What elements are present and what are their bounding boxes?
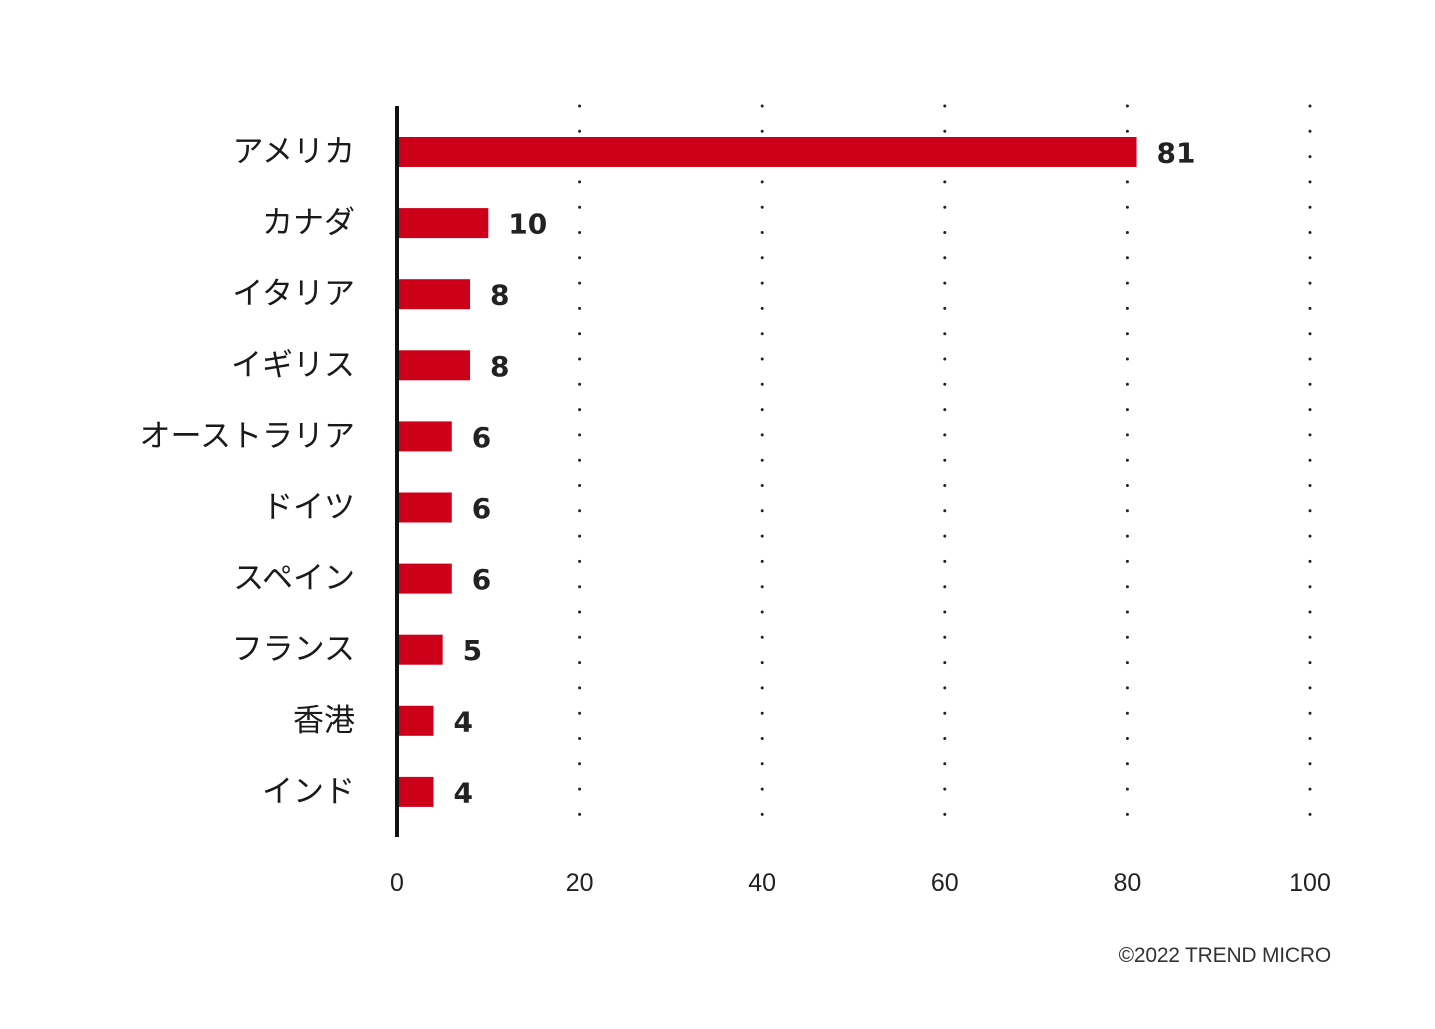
category-label-1: カナダ: [262, 205, 355, 241]
data-label-9: 4: [454, 776, 473, 809]
x-tick-label-100: 100: [1289, 869, 1331, 897]
category-label-2: イタリア: [232, 276, 355, 312]
data-label-4: 6: [472, 421, 491, 454]
bar-7: [397, 634, 443, 665]
x-tick-label-80: 80: [1113, 869, 1141, 897]
data-label-3: 8: [490, 350, 509, 383]
bar-9: [397, 776, 434, 807]
category-label-9: インド: [262, 774, 355, 810]
bar-6: [397, 563, 452, 594]
category-label-7: フランス: [232, 632, 355, 668]
category-label-4: オーストラリア: [140, 418, 355, 454]
gridlines: [578, 104, 1312, 839]
category-label-6: スペイン: [233, 561, 355, 597]
bar-8: [397, 705, 434, 736]
category-label-3: イギリス: [231, 347, 355, 383]
bar-5: [397, 492, 452, 523]
copyright-notice: ©2022 TREND MICRO: [1118, 944, 1332, 967]
data-label-0: 81: [1157, 137, 1196, 170]
bars: [397, 137, 1137, 807]
x-tick-label-40: 40: [748, 869, 776, 897]
data-labels: 81 10 8 8 6 6 6 5 4 4: [454, 137, 1196, 810]
bar-0: [397, 137, 1137, 167]
x-tick-label-20: 20: [566, 869, 594, 897]
category-label-8: 香港: [293, 703, 355, 739]
bar-3: [397, 350, 471, 381]
x-tick-label-0: 0: [390, 869, 404, 897]
data-label-2: 8: [490, 279, 509, 312]
data-label-7: 5: [463, 634, 482, 667]
category-label-5: ドイツ: [262, 490, 355, 526]
data-label-1: 10: [508, 208, 547, 241]
bar-1: [397, 208, 489, 239]
data-label-8: 4: [454, 705, 473, 738]
data-label-5: 6: [472, 492, 491, 525]
x-tick-label-60: 60: [931, 869, 959, 897]
data-label-6: 6: [472, 563, 491, 596]
x-axis-tick-labels: 0 20 40 60 80 100: [390, 869, 1331, 897]
category-label-0: アメリカ: [233, 134, 355, 170]
bar-2: [397, 279, 471, 310]
bar-4: [397, 421, 452, 452]
